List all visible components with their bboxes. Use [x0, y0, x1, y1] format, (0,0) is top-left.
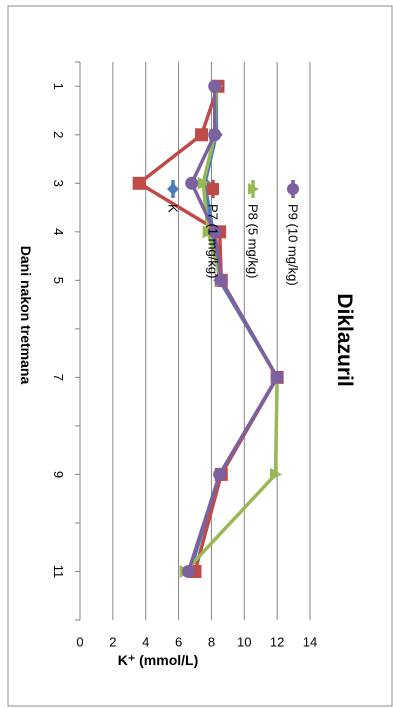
x-axis-title: Dani nakon tretmana	[18, 246, 34, 385]
legend-item-1: K	[166, 180, 181, 213]
marker-circle	[208, 128, 222, 142]
x-tick-label: 1	[51, 83, 66, 90]
marker-square	[207, 183, 219, 195]
legend: K P7 (1 mg/kg) P8 (5 mg/kg) P9 (10 mg/kg)	[166, 180, 301, 286]
marker-diamond	[167, 183, 179, 195]
x-tick-label: 2	[51, 131, 66, 138]
y-tick-label: 2	[109, 635, 116, 650]
y-axis-title: K⁺ (mmol/L)	[118, 652, 199, 668]
legend-item-3: P8 (5 mg/kg)	[246, 180, 261, 278]
y-tick-label: 4	[142, 635, 149, 650]
marker-square	[132, 176, 146, 190]
chart-border	[7, 5, 393, 707]
marker-circle	[214, 273, 228, 287]
series	[132, 79, 284, 578]
x-tick-label: 4	[51, 228, 66, 235]
y-tick-label: 8	[208, 635, 215, 650]
x-tick-label: 9	[51, 471, 66, 478]
marker-circle	[208, 225, 222, 239]
legend-item-4: P9 (10 mg/kg)	[286, 180, 301, 286]
x-tick-label: 3	[51, 180, 66, 187]
legend-label: P9 (10 mg/kg)	[286, 204, 301, 286]
legend-label: P7 (1 mg/kg)	[206, 204, 221, 278]
marker-circle	[208, 79, 222, 93]
y-tick-label: 10	[237, 635, 251, 650]
marker-circle	[287, 183, 299, 195]
y-tick-label: 12	[270, 635, 284, 650]
x-tick-label: 5	[51, 277, 66, 284]
legend-label: P8 (5 mg/kg)	[246, 204, 261, 278]
marker-circle	[181, 564, 195, 578]
chart-title: Diklazuril	[333, 293, 356, 386]
marker-triangle	[197, 176, 210, 190]
marker-circle	[213, 467, 227, 481]
marker-triangle	[247, 183, 259, 195]
y-tick-label: 14	[303, 635, 317, 650]
marker-triangle	[269, 467, 282, 481]
legend-item-2: P7 (1 mg/kg)	[206, 180, 221, 278]
gridlines	[112, 62, 311, 620]
legend-label: K	[166, 204, 181, 213]
x-tick-label: 7	[51, 374, 66, 381]
series-line	[186, 86, 279, 573]
marker-circle	[270, 370, 284, 384]
series-4	[181, 79, 284, 578]
marker-square	[195, 128, 209, 142]
y-tick-label: 0	[76, 635, 83, 650]
marker-circle	[185, 176, 199, 190]
y-tick-label: 6	[175, 635, 182, 650]
x-tick-label: 11	[51, 565, 66, 579]
